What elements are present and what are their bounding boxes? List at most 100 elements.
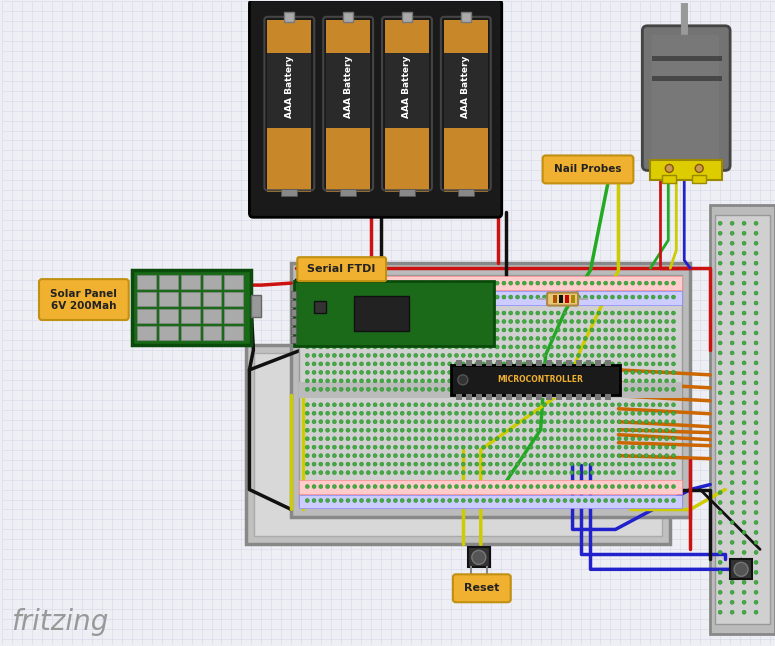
Circle shape bbox=[597, 445, 601, 449]
Circle shape bbox=[394, 362, 398, 366]
Circle shape bbox=[597, 379, 601, 383]
Circle shape bbox=[754, 610, 758, 614]
Circle shape bbox=[718, 451, 722, 455]
Circle shape bbox=[346, 311, 350, 315]
Circle shape bbox=[570, 484, 574, 488]
Circle shape bbox=[367, 295, 370, 299]
Circle shape bbox=[665, 484, 669, 488]
Circle shape bbox=[305, 388, 309, 391]
Circle shape bbox=[407, 370, 411, 375]
Circle shape bbox=[339, 412, 343, 415]
Circle shape bbox=[461, 453, 465, 457]
Circle shape bbox=[638, 345, 642, 349]
Circle shape bbox=[353, 453, 356, 457]
Circle shape bbox=[339, 311, 343, 315]
Circle shape bbox=[481, 379, 486, 383]
Circle shape bbox=[522, 353, 526, 357]
Circle shape bbox=[570, 453, 574, 457]
Circle shape bbox=[380, 453, 384, 457]
Circle shape bbox=[414, 379, 418, 383]
Circle shape bbox=[434, 370, 438, 375]
Circle shape bbox=[718, 610, 722, 614]
Circle shape bbox=[577, 345, 580, 349]
Circle shape bbox=[563, 281, 567, 285]
Circle shape bbox=[346, 470, 350, 475]
Circle shape bbox=[434, 499, 438, 503]
Circle shape bbox=[495, 484, 499, 488]
Circle shape bbox=[508, 379, 513, 383]
Circle shape bbox=[488, 428, 492, 432]
Circle shape bbox=[319, 370, 323, 375]
Circle shape bbox=[461, 353, 465, 357]
Circle shape bbox=[529, 428, 533, 432]
Circle shape bbox=[380, 353, 384, 357]
Circle shape bbox=[570, 311, 574, 315]
Circle shape bbox=[604, 484, 608, 488]
Circle shape bbox=[346, 403, 350, 407]
Circle shape bbox=[665, 428, 669, 432]
Circle shape bbox=[658, 453, 662, 457]
Circle shape bbox=[742, 401, 746, 405]
Circle shape bbox=[454, 453, 459, 457]
Circle shape bbox=[454, 437, 459, 441]
Circle shape bbox=[556, 353, 560, 357]
Circle shape bbox=[529, 470, 533, 475]
Circle shape bbox=[353, 437, 356, 441]
Circle shape bbox=[495, 337, 499, 340]
Circle shape bbox=[718, 222, 722, 225]
Circle shape bbox=[570, 362, 574, 366]
Circle shape bbox=[346, 445, 350, 449]
Circle shape bbox=[360, 412, 363, 415]
Bar bbox=[585, 394, 591, 400]
Circle shape bbox=[644, 437, 649, 441]
Circle shape bbox=[441, 445, 445, 449]
Circle shape bbox=[488, 379, 492, 383]
Circle shape bbox=[529, 328, 533, 332]
Circle shape bbox=[454, 412, 459, 415]
Circle shape bbox=[332, 428, 336, 432]
Circle shape bbox=[644, 328, 649, 332]
Circle shape bbox=[481, 412, 486, 415]
Circle shape bbox=[332, 353, 336, 357]
Circle shape bbox=[400, 453, 405, 457]
Circle shape bbox=[508, 388, 513, 391]
Circle shape bbox=[434, 295, 438, 299]
Circle shape bbox=[339, 499, 343, 503]
Circle shape bbox=[611, 328, 615, 332]
Text: Serial FTDI: Serial FTDI bbox=[307, 264, 375, 274]
Circle shape bbox=[651, 403, 655, 407]
Circle shape bbox=[671, 379, 676, 383]
Circle shape bbox=[475, 445, 479, 449]
Circle shape bbox=[454, 470, 459, 475]
Circle shape bbox=[529, 403, 533, 407]
Circle shape bbox=[611, 320, 615, 324]
Circle shape bbox=[730, 451, 734, 455]
Circle shape bbox=[584, 403, 587, 407]
Circle shape bbox=[461, 470, 465, 475]
Bar bbox=[566, 360, 571, 366]
Circle shape bbox=[754, 371, 758, 375]
Circle shape bbox=[475, 370, 479, 375]
Circle shape bbox=[305, 311, 309, 315]
Circle shape bbox=[346, 345, 350, 349]
Circle shape bbox=[495, 328, 499, 332]
Circle shape bbox=[319, 353, 323, 357]
Circle shape bbox=[387, 295, 391, 299]
Circle shape bbox=[319, 484, 323, 488]
Circle shape bbox=[718, 331, 722, 335]
Circle shape bbox=[742, 470, 746, 475]
Circle shape bbox=[339, 388, 343, 391]
Bar bbox=[202, 275, 222, 289]
Circle shape bbox=[332, 462, 336, 466]
Circle shape bbox=[448, 403, 452, 407]
Circle shape bbox=[353, 337, 356, 340]
Circle shape bbox=[597, 320, 601, 324]
Circle shape bbox=[665, 295, 669, 299]
Circle shape bbox=[394, 311, 398, 315]
Circle shape bbox=[604, 420, 608, 424]
Circle shape bbox=[326, 281, 329, 285]
Circle shape bbox=[319, 362, 323, 366]
Circle shape bbox=[312, 437, 316, 441]
Circle shape bbox=[488, 420, 492, 424]
Circle shape bbox=[665, 445, 669, 449]
